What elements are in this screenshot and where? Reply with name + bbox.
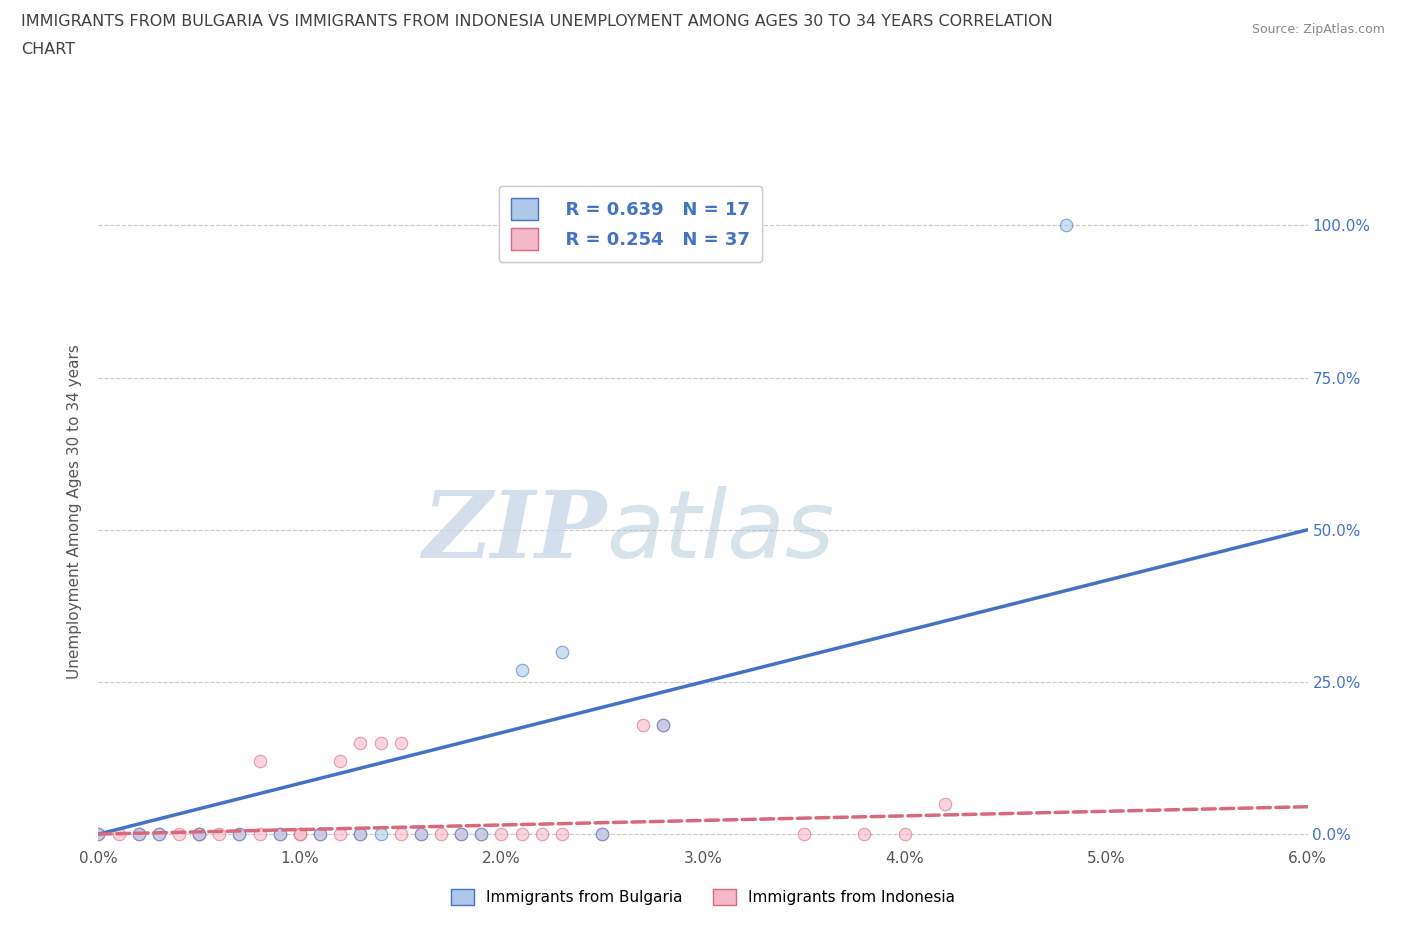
- Point: [510, 827, 533, 842]
- Point: [87, 827, 110, 842]
- Legend:   R = 0.639   N = 17,   R = 0.254   N = 37: R = 0.639 N = 17, R = 0.254 N = 37: [499, 186, 762, 262]
- Point: [651, 717, 673, 732]
- Point: [470, 827, 492, 842]
- Point: [128, 827, 150, 842]
- Point: [329, 753, 352, 768]
- Point: [87, 827, 110, 842]
- Text: IMMIGRANTS FROM BULGARIA VS IMMIGRANTS FROM INDONESIA UNEMPLOYMENT AMONG AGES 30: IMMIGRANTS FROM BULGARIA VS IMMIGRANTS F…: [21, 14, 1053, 29]
- Point: [288, 827, 311, 842]
- Point: [591, 827, 613, 842]
- Legend: Immigrants from Bulgaria, Immigrants from Indonesia: Immigrants from Bulgaria, Immigrants fro…: [443, 882, 963, 913]
- Point: [430, 827, 453, 842]
- Point: [288, 827, 311, 842]
- Point: [148, 827, 170, 842]
- Point: [228, 827, 250, 842]
- Point: [128, 827, 150, 842]
- Point: [349, 736, 371, 751]
- Point: [188, 827, 211, 842]
- Point: [893, 827, 915, 842]
- Point: [349, 827, 371, 842]
- Text: Source: ZipAtlas.com: Source: ZipAtlas.com: [1251, 23, 1385, 36]
- Point: [389, 827, 412, 842]
- Y-axis label: Unemployment Among Ages 30 to 34 years: Unemployment Among Ages 30 to 34 years: [67, 344, 83, 679]
- Point: [793, 827, 815, 842]
- Point: [651, 717, 673, 732]
- Text: CHART: CHART: [21, 42, 75, 57]
- Point: [370, 827, 392, 842]
- Point: [249, 753, 271, 768]
- Point: [853, 827, 876, 842]
- Point: [167, 827, 190, 842]
- Point: [551, 644, 574, 659]
- Point: [1054, 218, 1077, 232]
- Point: [188, 827, 211, 842]
- Point: [370, 736, 392, 751]
- Point: [309, 827, 332, 842]
- Point: [208, 827, 231, 842]
- Point: [470, 827, 492, 842]
- Point: [591, 827, 613, 842]
- Point: [249, 827, 271, 842]
- Point: [450, 827, 472, 842]
- Point: [409, 827, 432, 842]
- Point: [269, 827, 291, 842]
- Point: [510, 662, 533, 677]
- Point: [389, 736, 412, 751]
- Point: [309, 827, 332, 842]
- Point: [530, 827, 553, 842]
- Point: [409, 827, 432, 842]
- Text: ZIP: ZIP: [422, 486, 606, 577]
- Point: [491, 827, 513, 842]
- Point: [450, 827, 472, 842]
- Point: [551, 827, 574, 842]
- Point: [188, 827, 211, 842]
- Point: [329, 827, 352, 842]
- Point: [228, 827, 250, 842]
- Point: [269, 827, 291, 842]
- Point: [631, 717, 654, 732]
- Text: atlas: atlas: [606, 486, 835, 578]
- Point: [349, 827, 371, 842]
- Point: [934, 796, 956, 811]
- Point: [107, 827, 129, 842]
- Point: [148, 827, 170, 842]
